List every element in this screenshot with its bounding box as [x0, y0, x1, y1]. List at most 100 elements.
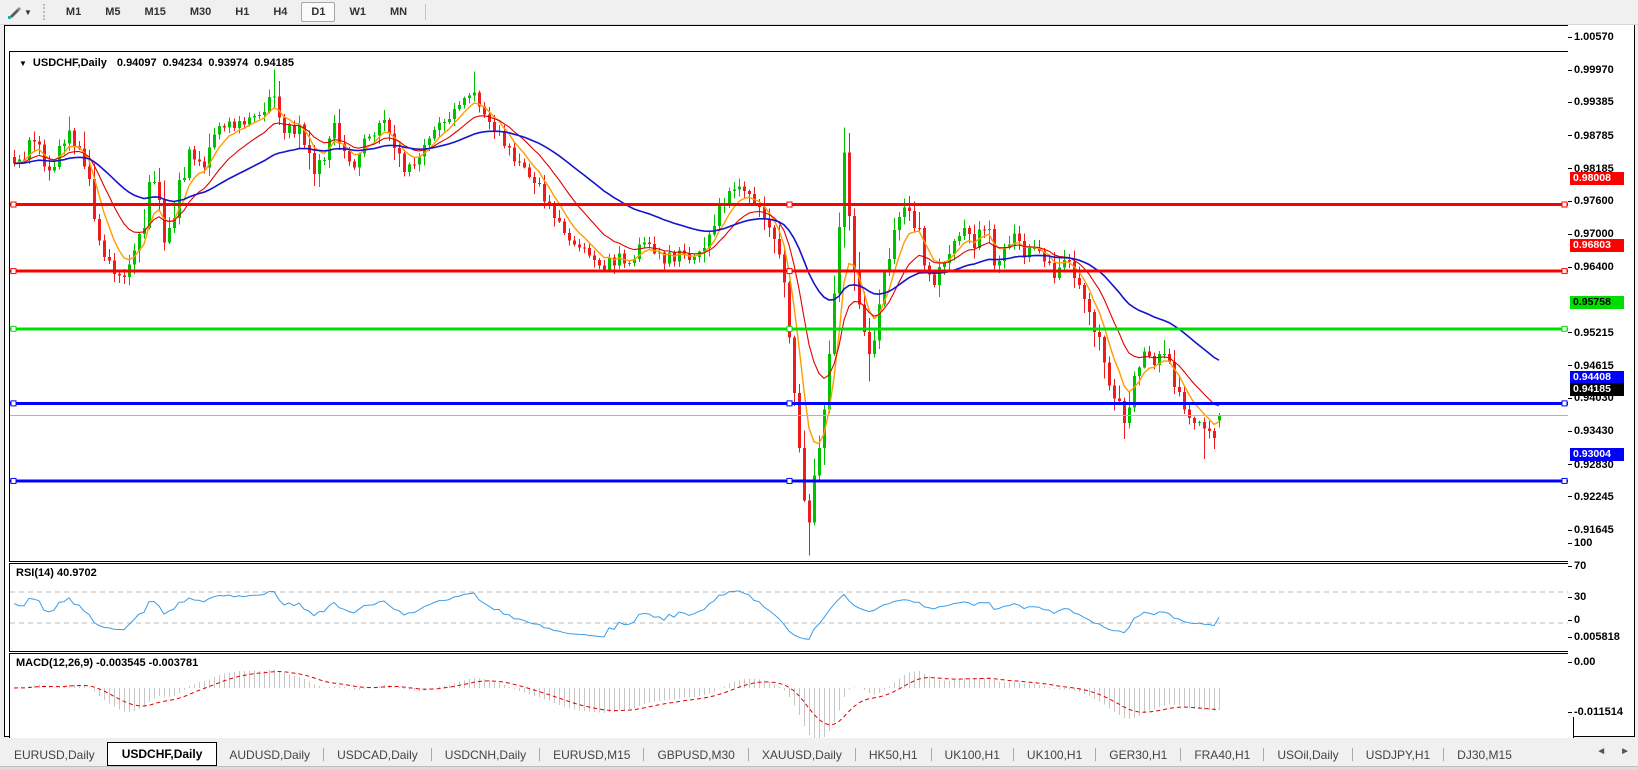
candle-body	[638, 244, 641, 260]
candle-body	[988, 229, 991, 231]
timeframe-button-m5[interactable]: M5	[105, 6, 121, 18]
candle-body	[1118, 398, 1121, 401]
chart-tab-uk100-h1[interactable]: UK100,H1	[944, 748, 1000, 762]
rsi-plot[interactable]	[10, 564, 1573, 651]
hline-handle[interactable]	[10, 400, 17, 407]
candle-body	[598, 260, 601, 266]
timeframe-button-h4[interactable]: H4	[273, 6, 288, 18]
chart-tab-usdjpy-h1[interactable]: USDJPY,H1	[1365, 748, 1431, 762]
candlestick-chart[interactable]	[10, 52, 1573, 561]
candle-body	[738, 186, 741, 190]
chart-tab-usdcad-daily[interactable]: USDCAD,Daily	[337, 748, 418, 762]
macd-axis-label: 0.005818	[1574, 630, 1620, 643]
rsi-panel[interactable]: RSI(14) 40.9702	[9, 563, 1574, 652]
candle-body	[263, 112, 266, 115]
chart-title-caret[interactable]: ▼	[19, 58, 27, 68]
candle-body	[803, 448, 806, 501]
candle-body	[888, 259, 891, 272]
candle-body	[1113, 385, 1116, 399]
candle-body	[1083, 284, 1086, 299]
chart-tab-usdcnh-daily[interactable]: USDCNH,Daily	[444, 748, 527, 762]
candle-body	[543, 184, 546, 202]
candle-body	[353, 161, 356, 168]
price-tick	[1568, 529, 1572, 531]
tab-scroll-left-icon[interactable]: ◄	[1596, 746, 1607, 757]
hline-handle[interactable]	[10, 477, 17, 484]
hline-handle[interactable]	[10, 325, 17, 332]
chart-tab-fra40-h1[interactable]: FRA40,H1	[1194, 748, 1251, 762]
hline-handle[interactable]	[1561, 268, 1568, 275]
pencil-tool-icon	[8, 7, 21, 19]
candle-body	[1103, 337, 1106, 363]
chart-tab-usdchf-daily[interactable]: USDCHF,Daily	[106, 742, 218, 766]
rsi-axis-tick	[1568, 543, 1572, 544]
chart-tab-eurusd-daily[interactable]: EURUSD,Daily	[14, 748, 95, 762]
candle-body	[1203, 421, 1206, 429]
candle-body	[293, 125, 296, 135]
chart-tab-eurusd-m15[interactable]: EURUSD,M15	[553, 748, 631, 762]
price-panel[interactable]: ▼ USDCHF,Daily 0.94097 0.94234 0.93974 0…	[9, 51, 1574, 562]
candle-body	[213, 134, 216, 148]
candle-body	[53, 167, 56, 171]
candle-body	[333, 123, 336, 139]
hline-handle[interactable]	[786, 400, 793, 407]
price-axis[interactable]: 1.00570 0.99970 0.99385 0.98785 0.98185 0.976…	[1568, 25, 1634, 718]
hline-handle[interactable]	[786, 201, 793, 208]
timeframe-button-m30[interactable]: M30	[189, 6, 212, 18]
candle-body	[578, 244, 581, 248]
hline-handle[interactable]	[1561, 477, 1568, 484]
candle-body	[98, 218, 101, 241]
chart-tab-usoil-daily[interactable]: USOil,Daily	[1277, 748, 1339, 762]
price-line-badge: 0.98008	[1570, 172, 1624, 186]
chart-tab-dj30-m15[interactable]: DJ30,M15	[1457, 748, 1512, 762]
candle-body	[603, 265, 606, 271]
timeframe-button-d1[interactable]: D1	[301, 2, 336, 22]
candle-body	[573, 240, 576, 245]
candle-body	[533, 177, 536, 183]
candle-body	[88, 166, 91, 180]
macd-plot[interactable]	[10, 654, 1573, 743]
price-tick	[1568, 233, 1572, 235]
candle-body	[833, 293, 836, 355]
candle-body	[403, 153, 406, 172]
chart-tab-hk50-h1[interactable]: HK50,H1	[868, 748, 918, 762]
hline-handle[interactable]	[10, 201, 17, 208]
hline-handle[interactable]	[1561, 400, 1568, 407]
candle-body	[933, 274, 936, 286]
price-tick-label: 0.92245	[1574, 490, 1614, 503]
hline-handle[interactable]	[10, 268, 17, 275]
timeframe-button-m1[interactable]: M1	[65, 6, 82, 18]
candle-body	[908, 207, 911, 212]
timeframe-button-m15[interactable]: M15	[144, 6, 166, 18]
hline-handle[interactable]	[786, 325, 793, 332]
chart-tab-uk100-h1[interactable]: UK100,H1	[1026, 748, 1083, 762]
candle-body	[1143, 351, 1146, 368]
price-tick-label: 0.94615	[1574, 359, 1614, 372]
macd-axis-label: -0.011514	[1574, 705, 1623, 718]
hline-handle[interactable]	[786, 268, 793, 275]
candle-body	[1018, 233, 1021, 242]
chart-tab-audusd-daily[interactable]: AUDUSD,Daily	[229, 748, 311, 762]
chart-tab-gbpusd-m30[interactable]: GBPUSD,M30	[657, 748, 735, 762]
chart-tab-xauusd-daily[interactable]: XAUUSD,Daily	[761, 748, 842, 762]
timeframe-button-w1[interactable]: W1	[349, 6, 366, 18]
candle-body	[903, 207, 906, 217]
price-tick	[1568, 332, 1572, 334]
toolbar-grip[interactable]	[42, 4, 47, 20]
hline-handle[interactable]	[786, 477, 793, 484]
candle-body	[623, 253, 626, 264]
price-tick	[1568, 200, 1572, 202]
macd-panel[interactable]: MACD(12,26,9) -0.003545 -0.003781	[9, 653, 1574, 744]
timeframe-button-h1[interactable]: H1	[235, 6, 250, 18]
tool-dropdown-caret[interactable]: ▼	[24, 7, 32, 17]
chart-tab-ger30-h1[interactable]: GER30,H1	[1109, 748, 1168, 762]
candle-body	[1133, 376, 1136, 408]
candle-body	[28, 139, 31, 160]
hline-handle[interactable]	[1561, 201, 1568, 208]
tab-scroll-right-icon[interactable]: ►	[1620, 746, 1630, 757]
hline-handle[interactable]	[1561, 325, 1568, 332]
drawing-tool-button[interactable]: ▼	[3, 2, 35, 22]
timeframe-button-mn[interactable]: MN	[389, 6, 408, 18]
macd-axis-label: 0.00	[1574, 656, 1596, 668]
candle-body	[778, 239, 781, 255]
